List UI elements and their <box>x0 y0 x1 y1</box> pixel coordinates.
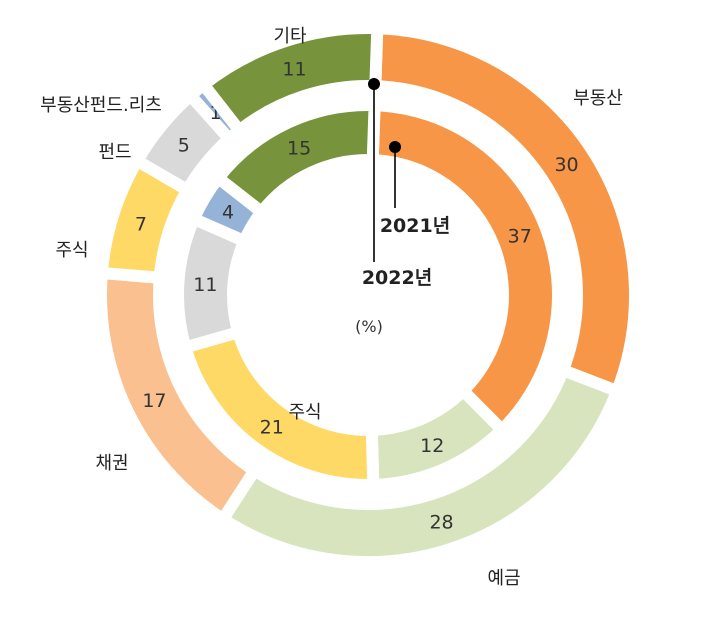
outer-value-label-other: 11 <box>282 59 306 81</box>
outer-value-label-stock: 7 <box>135 214 147 236</box>
category-label-real-estate: 부동산 <box>573 88 623 109</box>
callout-dot-2021 <box>389 141 401 153</box>
outer-value-label-real-estate: 30 <box>554 154 578 176</box>
inner-value-label-stock: 21 <box>260 417 284 439</box>
outer-value-label-deposit: 28 <box>429 511 453 533</box>
category-label-fund: 펀드 <box>98 142 131 163</box>
outer-value-label-bond: 17 <box>142 390 166 412</box>
inner-slice-real-estate <box>366 98 564 439</box>
category-labels: 부동산 예금 채권 주식 펀드 부동산펀드.리츠 기타 주식 <box>40 26 623 589</box>
category-label-stock: 주식 <box>55 240 88 261</box>
inner-value-label-fund: 11 <box>193 274 217 296</box>
inner-value-label-real-estate: 37 <box>508 226 532 248</box>
year-callouts: 2021년 2022년 <box>362 78 450 289</box>
outer-value-label-fund: 5 <box>178 134 190 156</box>
year-label-2021: 2021년 <box>380 215 450 237</box>
category-label-reit: 부동산펀드.리츠 <box>40 95 162 116</box>
inner-category-label-stock: 주식 <box>288 402 321 423</box>
year-label-2022: 2022년 <box>362 267 432 289</box>
category-label-other: 기타 <box>273 26 307 47</box>
inner-value-label-other: 15 <box>287 137 311 159</box>
inner-value-label-deposit: 12 <box>420 435 444 457</box>
callout-dot-2022 <box>368 78 380 90</box>
category-label-deposit: 예금 <box>487 568 520 589</box>
outer-slice-other <box>195 22 384 139</box>
category-label-bond: 채권 <box>95 453 128 474</box>
unit-label: (%) <box>355 317 383 336</box>
inner-value-label-reit: 4 <box>222 202 234 224</box>
